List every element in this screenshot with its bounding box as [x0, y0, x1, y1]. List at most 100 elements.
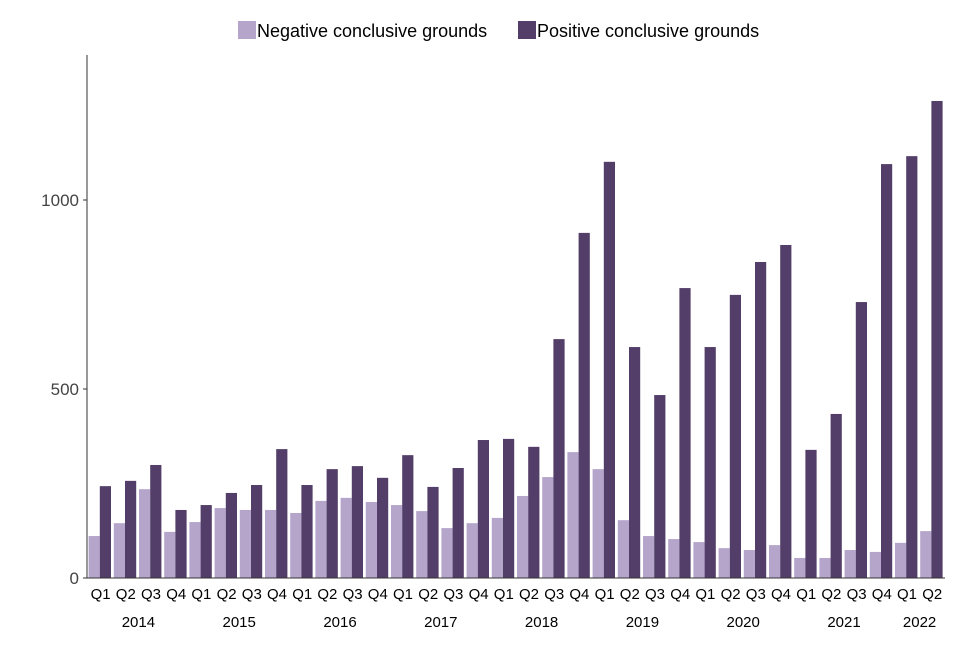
x-tick-label: Q2	[519, 586, 539, 603]
bar-positive	[251, 485, 263, 578]
bar-positive	[99, 486, 111, 578]
bar-positive	[553, 339, 565, 578]
x-tick-label: Q1	[897, 586, 917, 603]
bar-negative	[365, 502, 377, 578]
x-tick-label: Q2	[418, 586, 438, 603]
bar-positive	[477, 440, 489, 578]
year-label: 2022	[903, 614, 936, 631]
x-tick-label: Q2	[116, 586, 136, 603]
bar-negative	[315, 500, 327, 578]
bar-negative	[592, 469, 604, 578]
bar-positive	[225, 492, 237, 578]
x-tick-label: Q3	[544, 586, 564, 603]
bar-positive	[452, 468, 464, 578]
bar-negative	[567, 452, 579, 578]
bar-positive	[906, 156, 918, 579]
year-label: 2021	[827, 614, 860, 631]
x-tick-label: Q3	[746, 586, 766, 603]
x-tick-label: Q2	[721, 586, 741, 603]
legend-swatch-negative	[238, 21, 256, 39]
legend-label-positive: Positive conclusive grounds	[537, 21, 759, 41]
bar-positive	[528, 446, 540, 578]
year-label: 2019	[626, 614, 659, 631]
bar-negative	[617, 520, 629, 578]
x-tick-label: Q1	[393, 586, 413, 603]
bar-positive	[654, 395, 666, 578]
bar-positive	[578, 232, 590, 579]
bar-positive	[276, 449, 288, 578]
bar-positive	[175, 509, 187, 578]
x-tick-label: Q1	[191, 586, 211, 603]
bar-negative	[517, 495, 529, 578]
x-tick-label: Q1	[292, 586, 312, 603]
bar-negative	[718, 548, 730, 578]
bar-positive	[402, 455, 414, 578]
x-tick-label: Q4	[166, 586, 186, 603]
bar-negative	[693, 542, 705, 578]
bar-positive	[755, 261, 767, 578]
bar-negative	[189, 522, 201, 578]
bar-positive	[503, 438, 515, 578]
bar-negative	[88, 536, 100, 578]
x-tick-label: Q1	[494, 586, 514, 603]
x-tick-label: Q2	[317, 586, 337, 603]
x-tick-label: Q1	[695, 586, 715, 603]
x-tick-label: Q1	[91, 586, 111, 603]
x-tick-label: Q3	[141, 586, 161, 603]
x-axis: Q1 Q2 Q3 Q4 Q1 Q2 Q3 Q4 Q1 Q2 Q3 Q4 Q1 Q2 Q3 Q4 Q1 Q2 Q3 Q4…	[87, 577, 945, 631]
bar-positive	[326, 469, 338, 578]
bar-positive	[931, 100, 943, 579]
y-tick-label: 500	[51, 380, 79, 399]
x-tick-label: Q1	[595, 586, 615, 603]
bar-negative	[769, 545, 781, 578]
bar-negative	[668, 539, 680, 578]
y-axis: 0 500 1000	[41, 55, 88, 588]
x-tick-label: Q2	[922, 586, 942, 603]
bar-negative	[920, 531, 932, 578]
x-tick-label: Q4	[469, 586, 489, 603]
x-tick-label: Q4	[872, 586, 892, 603]
x-tick-label: Q4	[569, 586, 589, 603]
legend: Negative conclusive grounds Positive con…	[238, 21, 759, 41]
x-tick-label: Q3	[443, 586, 463, 603]
bar-positive	[881, 164, 893, 578]
bar-positive	[125, 480, 137, 578]
year-label: 2014	[122, 614, 155, 631]
bar-negative	[743, 550, 755, 578]
bar-negative	[416, 511, 428, 578]
x-tick-label: Q4	[368, 586, 388, 603]
bar-positive	[704, 347, 716, 578]
x-tick-label: Q3	[847, 586, 867, 603]
bar-negative	[441, 528, 453, 578]
bar-negative	[844, 550, 856, 578]
x-tick-label: Q2	[620, 586, 640, 603]
year-label: 2016	[323, 614, 356, 631]
x-tick-label: Q2	[217, 586, 237, 603]
y-tick-label: 0	[70, 569, 79, 588]
x-tick-label: Q4	[267, 586, 287, 603]
bar-positive	[855, 302, 867, 578]
bar-negative	[290, 512, 302, 578]
bar-negative	[491, 517, 503, 578]
bar-positive	[150, 464, 162, 578]
bar-positive	[805, 449, 817, 578]
x-tick-label: Q3	[645, 586, 665, 603]
bar-negative	[794, 557, 806, 578]
bar-negative	[643, 536, 655, 578]
bar-negative	[214, 508, 226, 578]
bar-positive	[830, 413, 842, 578]
x-tick-label: Q4	[771, 586, 791, 603]
bar-positive	[351, 466, 363, 578]
bar-negative	[895, 542, 907, 578]
year-label: 2020	[727, 614, 760, 631]
x-tick-label: Q4	[670, 586, 690, 603]
bar-positive	[679, 288, 691, 578]
bar-positive	[301, 485, 313, 578]
bar-negative	[265, 509, 277, 578]
bar-negative	[542, 477, 554, 578]
bar-positive	[603, 161, 615, 578]
bar-negative	[869, 551, 881, 578]
bar-negative	[466, 523, 478, 578]
bar-negative	[164, 531, 176, 578]
